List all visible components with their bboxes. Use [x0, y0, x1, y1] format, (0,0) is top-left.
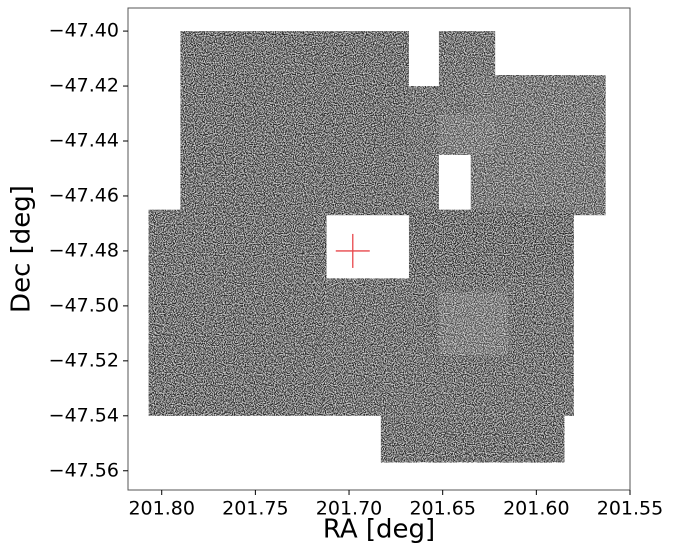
x-axis-label: RA [deg]: [323, 515, 435, 545]
star-field-tile: [148, 209, 327, 416]
star-field-tile: [438, 113, 496, 155]
y-tick-label: −47.40: [49, 20, 119, 42]
y-tick-label: −47.54: [49, 404, 119, 426]
star-field-tile: [180, 31, 409, 216]
x-tick-label: 201.65: [409, 498, 475, 520]
y-tick-label: −47.48: [49, 239, 119, 261]
star-field-tile: [438, 292, 509, 356]
y-tick-label: −47.50: [49, 294, 119, 316]
plot-frame: [127, 7, 631, 491]
star-field-tile: [408, 86, 439, 229]
x-tick-label: 201.55: [597, 498, 663, 520]
star-field-tile: [408, 209, 574, 279]
y-tick-label: −47.46: [49, 184, 119, 206]
x-tick-label: 201.80: [128, 498, 194, 520]
y-tick-label: −47.56: [49, 459, 119, 481]
star-field-tile: [380, 415, 565, 463]
x-tick-label: 201.60: [503, 498, 569, 520]
y-tick-label: −47.44: [49, 130, 119, 152]
x-tick-label: 201.70: [316, 498, 382, 520]
y-tick-label: −47.42: [49, 75, 119, 97]
y-tick-label: −47.52: [49, 349, 119, 371]
x-tick-label: 201.75: [222, 498, 288, 520]
y-axis-label: Dec [deg]: [7, 185, 37, 313]
